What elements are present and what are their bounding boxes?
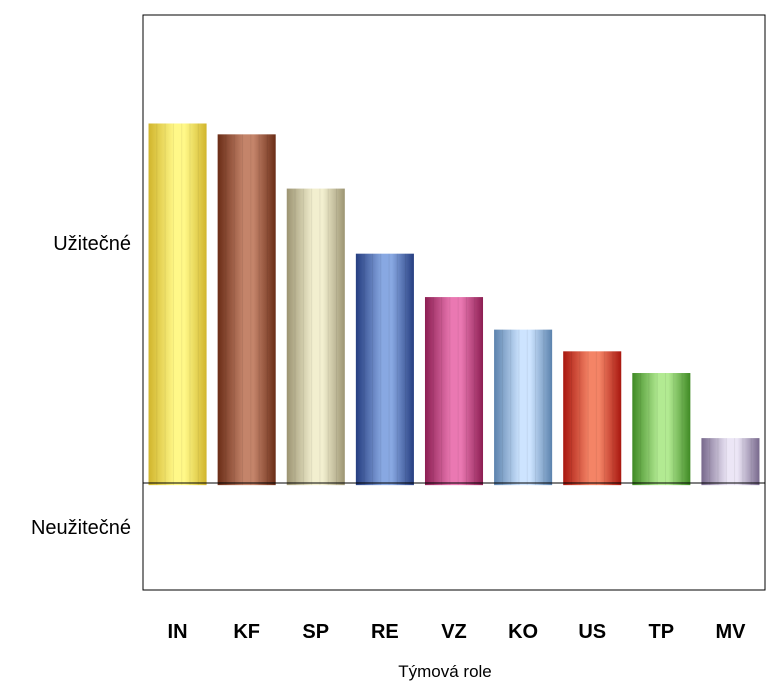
y-region-label-useless: Neužitečné — [31, 517, 131, 539]
x-tick-labels: IN KF SP RE VZ KO US TP MV — [168, 621, 747, 643]
x-tick-label-tp: TP — [649, 621, 675, 643]
bar-in — [148, 123, 207, 486]
x-axis-title: Týmová role — [398, 662, 492, 681]
y-region-label-useful: Užitečné — [53, 233, 131, 255]
x-tick-label-us: US — [578, 621, 606, 643]
bar-sp — [286, 188, 345, 486]
bars-group — [148, 123, 760, 486]
x-tick-label-kf: KF — [233, 621, 260, 643]
bar-us — [563, 351, 622, 486]
x-tick-label-vz: VZ — [441, 621, 467, 643]
x-tick-label-re: RE — [371, 621, 399, 643]
x-tick-label-sp: SP — [302, 621, 329, 643]
bar-ko — [494, 329, 553, 486]
x-tick-label-ko: KO — [508, 621, 538, 643]
bar-re — [355, 253, 414, 486]
bar-tp — [632, 373, 691, 486]
x-tick-label-in: IN — [168, 621, 188, 643]
x-tick-label-mv: MV — [715, 621, 746, 643]
bar-mv — [701, 438, 760, 486]
bar-kf — [217, 134, 276, 486]
bar-vz — [424, 297, 484, 486]
